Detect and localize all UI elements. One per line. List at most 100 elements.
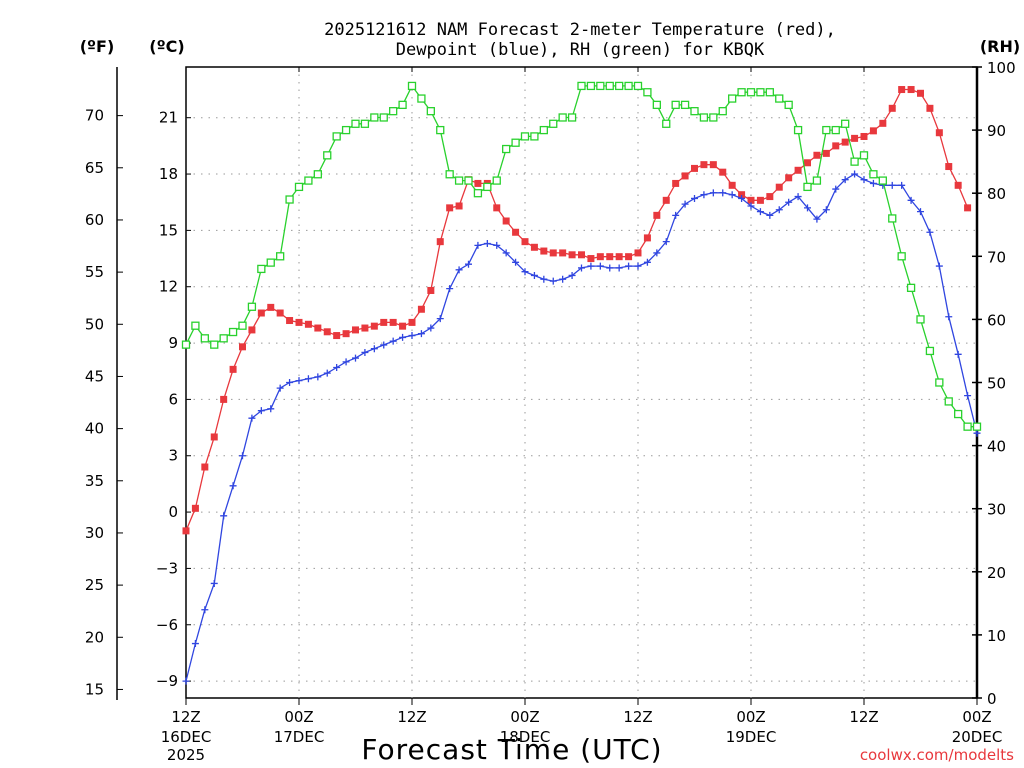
rh-point [426, 107, 435, 116]
fahrenheit-tick-label: 15 [85, 680, 104, 698]
rh-point [737, 88, 746, 97]
temperature-point [587, 255, 595, 263]
dewpoint-point [662, 238, 670, 246]
dewpoint-point [314, 373, 322, 381]
temperature-point [709, 161, 717, 169]
rh-point [935, 378, 944, 387]
rh-point [285, 195, 294, 204]
celsius-tick-label: −6 [156, 616, 178, 634]
dewpoint-point [907, 196, 915, 204]
rh-point [944, 397, 953, 406]
dewpoint-point [822, 206, 830, 214]
dewpoint-point [700, 191, 708, 199]
rh-point [718, 107, 727, 116]
rh-point [897, 252, 906, 261]
rh-point [257, 264, 266, 274]
dewpoint-point [333, 363, 341, 371]
rh-point [294, 182, 304, 192]
time-tick-label: 12Z [849, 708, 878, 726]
rh-tick-label: 10 [987, 627, 1006, 645]
temperature-point [888, 104, 896, 112]
dewpoint-point [832, 185, 840, 193]
temperature-point [775, 183, 783, 191]
rh-unit-label: (RH) [980, 37, 1020, 56]
temperature-point [323, 328, 331, 336]
dewpoint-point [775, 206, 783, 214]
celsius-unit-label: (ºC) [149, 37, 184, 56]
dewpoint-point [568, 271, 576, 279]
series-layer [181, 81, 982, 685]
celsius-axis: −9 −6 −3 0 3 6 9 12 15 18 21 [156, 109, 191, 690]
temperature-point [879, 119, 887, 127]
temperature-point [738, 191, 746, 199]
dewpoint-point [860, 176, 868, 184]
rh-point [869, 170, 878, 179]
dewpoint-point [935, 262, 943, 270]
rh-point [530, 132, 539, 141]
temperature-point [578, 251, 585, 259]
temperature-point [493, 204, 501, 212]
temperature-point [370, 322, 378, 330]
dewpoint-point [719, 189, 727, 197]
dewpoint-point [841, 176, 849, 184]
dewpoint-point [869, 179, 877, 187]
temperature-point [606, 253, 614, 261]
rh-point [200, 334, 209, 343]
temperature-point [276, 309, 284, 317]
rh-point [925, 346, 935, 356]
rh-point [483, 182, 492, 192]
temperature-point [615, 253, 623, 261]
rh-point [558, 113, 567, 122]
temperature-point [596, 253, 604, 261]
temperature-point [756, 196, 764, 204]
date-tick-label: 16DEC [161, 728, 212, 746]
temperature-point [248, 326, 256, 334]
rh-point [577, 81, 586, 91]
dewpoint-point [352, 354, 359, 362]
fahrenheit-axis: 15 20 25 30 35 40 45 50 55 60 65 70 [85, 107, 123, 698]
temperature-point [954, 181, 962, 189]
temperature-point [813, 151, 821, 159]
fahrenheit-tick-label: 60 [85, 211, 104, 229]
dewpoint-point [954, 350, 962, 358]
dewpoint-point [474, 241, 482, 249]
dewpoint-point [248, 414, 256, 422]
rh-point [464, 176, 473, 185]
temperature-point [220, 395, 228, 403]
dewpoint-point [380, 341, 388, 349]
celsius-tick-label: −3 [156, 559, 178, 577]
fahrenheit-tick-label: 25 [85, 576, 104, 594]
fahrenheit-tick-label: 65 [85, 159, 104, 177]
rh-point [351, 119, 360, 128]
rh-point [605, 81, 614, 91]
temperature-point [502, 217, 510, 225]
rh-point [916, 315, 925, 324]
rh-point [699, 113, 709, 122]
dewpoint-point [625, 262, 633, 270]
temperature-point [672, 179, 680, 187]
rh-point [624, 81, 633, 91]
fahrenheit-tick-label: 35 [85, 472, 104, 490]
rh-point [567, 113, 577, 122]
rh-point [906, 283, 916, 293]
rh-point [972, 422, 982, 431]
temperature-point [719, 168, 727, 176]
rh-tick-label: 90 [987, 122, 1006, 140]
dewpoint-point [559, 275, 567, 283]
temperature-point [625, 253, 633, 261]
dewpoint-point [804, 204, 811, 212]
rh-tick-label: 30 [987, 501, 1006, 519]
rh-point [539, 125, 548, 135]
temperature-point [851, 134, 859, 142]
rh-tick-label: 100 [987, 59, 1016, 77]
temperature-point [549, 249, 557, 257]
celsius-tick-label: 21 [159, 109, 178, 127]
temperature-point [474, 179, 482, 187]
temperature-point [860, 132, 868, 140]
temperature-point [446, 204, 454, 212]
dewpoint-point [747, 202, 755, 210]
temperature-point [747, 196, 755, 204]
dewpoint-point [672, 211, 680, 219]
time-tick-label: 12Z [397, 708, 426, 726]
